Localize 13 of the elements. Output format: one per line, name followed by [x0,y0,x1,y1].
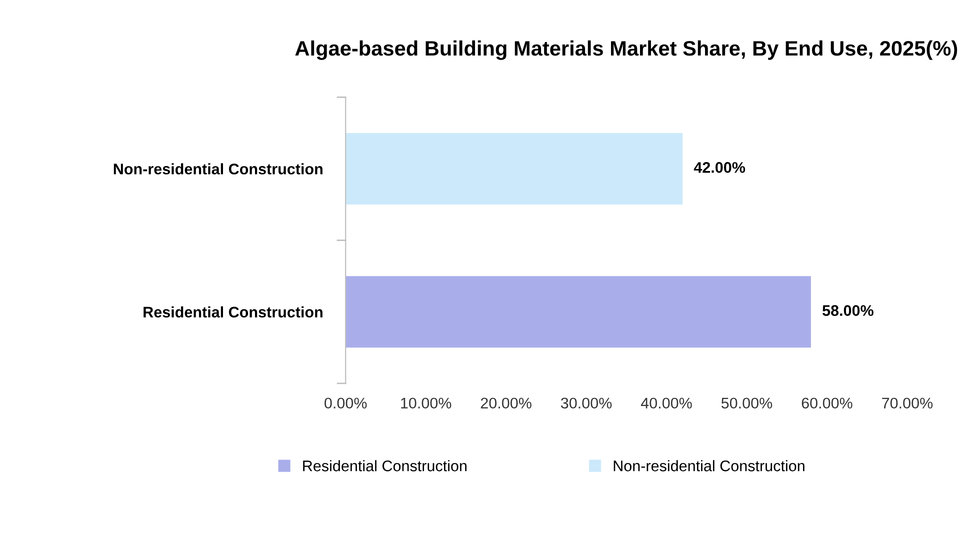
x-tick-label: 70.00% [882,398,933,409]
data-label: 42.00% [694,162,746,173]
x-tick-label: 40.00% [640,398,692,409]
x-tick-label: 10.00% [401,398,452,409]
chart-title: Algae-based Building Materials Market Share, By End Use, 2025(%) [295,40,958,60]
legend-label: Non-residential Construction [614,460,804,472]
legend-label: Residential Construction [303,460,466,472]
x-tick-label: 30.00% [560,398,612,409]
x-tick-label: 0.00% [324,398,367,409]
data-label: 58.00% [822,305,874,316]
x-tick-label: 20.00% [480,398,532,409]
x-tick-label: 50.00% [721,398,772,409]
x-tick-label: 60.00% [802,398,852,409]
